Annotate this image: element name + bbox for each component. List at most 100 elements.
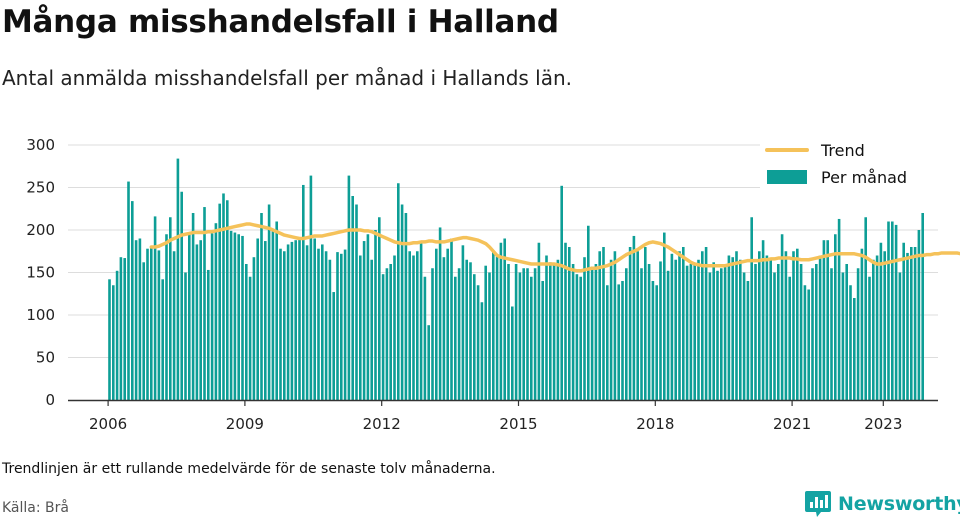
bar xyxy=(488,272,491,400)
bar xyxy=(685,265,689,400)
bar xyxy=(442,257,446,400)
bar xyxy=(917,230,921,400)
bar xyxy=(575,274,579,400)
bar xyxy=(636,251,639,400)
bar xyxy=(628,247,632,400)
bar xyxy=(241,235,244,400)
bar xyxy=(355,204,358,400)
source-label: Källa: Brå xyxy=(2,500,69,516)
bar xyxy=(708,272,712,400)
bar xyxy=(332,292,335,400)
bar xyxy=(317,248,320,400)
bar xyxy=(670,253,674,400)
bar xyxy=(879,242,883,400)
bar xyxy=(397,183,400,400)
legend: Trend Per månad xyxy=(760,135,940,190)
bar xyxy=(853,298,856,400)
bar xyxy=(457,268,461,400)
bar xyxy=(469,262,472,400)
bar xyxy=(530,276,533,400)
bar xyxy=(678,251,681,400)
bar xyxy=(594,264,598,400)
y-tick-label: 150 xyxy=(26,264,55,282)
bar xyxy=(834,234,837,400)
bar xyxy=(784,251,788,400)
bar xyxy=(294,240,297,400)
bar xyxy=(503,238,506,400)
bar xyxy=(302,184,305,400)
y-tick-label: 300 xyxy=(26,136,55,154)
y-axis-ticks: 0 50 100 150 200 250 300 xyxy=(26,136,55,409)
bar xyxy=(583,257,586,400)
bar xyxy=(773,272,776,400)
bar xyxy=(511,306,514,400)
bar xyxy=(902,242,905,400)
bar xyxy=(340,253,343,400)
bar xyxy=(416,251,419,400)
bar xyxy=(872,259,875,400)
bar xyxy=(476,285,480,400)
bar xyxy=(237,234,240,400)
bar xyxy=(803,285,807,400)
bar xyxy=(218,203,221,400)
bar xyxy=(454,276,457,400)
x-tick-label: 2015 xyxy=(499,415,537,433)
bar xyxy=(644,247,647,400)
bar xyxy=(260,213,263,400)
bar xyxy=(898,272,902,400)
bar xyxy=(119,257,123,400)
y-tick-label: 100 xyxy=(26,306,55,324)
bar xyxy=(328,259,332,400)
bar xyxy=(131,201,134,400)
bar xyxy=(252,257,256,400)
bar xyxy=(712,262,715,400)
bar xyxy=(180,191,183,400)
bar xyxy=(765,255,769,400)
bar xyxy=(533,268,537,400)
bar xyxy=(621,281,624,400)
bar xyxy=(374,230,377,400)
bar xyxy=(777,264,780,400)
bar xyxy=(921,213,924,400)
x-tick-label: 2006 xyxy=(89,415,127,433)
bar xyxy=(693,264,696,400)
bar xyxy=(229,230,233,400)
bar xyxy=(640,268,643,400)
bar xyxy=(514,264,518,400)
bar xyxy=(549,262,552,400)
bar xyxy=(419,242,423,400)
bar xyxy=(587,225,590,400)
bar xyxy=(571,264,575,400)
brand-logo[interactable]: Newsworthy xyxy=(804,489,960,519)
bar xyxy=(222,193,225,400)
bar xyxy=(811,268,814,400)
bar xyxy=(134,240,138,400)
bar xyxy=(279,248,282,400)
bar xyxy=(647,264,651,400)
bar xyxy=(271,230,275,400)
bar xyxy=(385,268,389,400)
bar xyxy=(298,238,301,400)
y-tick-label: 0 xyxy=(45,391,55,409)
bar xyxy=(480,302,484,400)
bar xyxy=(552,264,556,400)
bar xyxy=(438,227,442,400)
bar xyxy=(286,244,290,400)
bar xyxy=(343,249,347,400)
bar xyxy=(849,285,852,400)
bar xyxy=(883,251,886,400)
bar xyxy=(172,251,176,400)
bar xyxy=(860,248,864,400)
bar xyxy=(112,285,115,400)
bar xyxy=(146,248,149,400)
bar xyxy=(309,175,313,400)
bar xyxy=(290,241,294,400)
bar xyxy=(336,252,339,400)
bar xyxy=(526,268,529,400)
bar xyxy=(450,238,453,400)
chart-subtitle: Antal anmälda misshandelsfall per månad … xyxy=(2,66,573,90)
bar xyxy=(541,281,544,400)
bar xyxy=(822,240,826,400)
bar xyxy=(750,217,753,400)
bar xyxy=(207,269,210,400)
